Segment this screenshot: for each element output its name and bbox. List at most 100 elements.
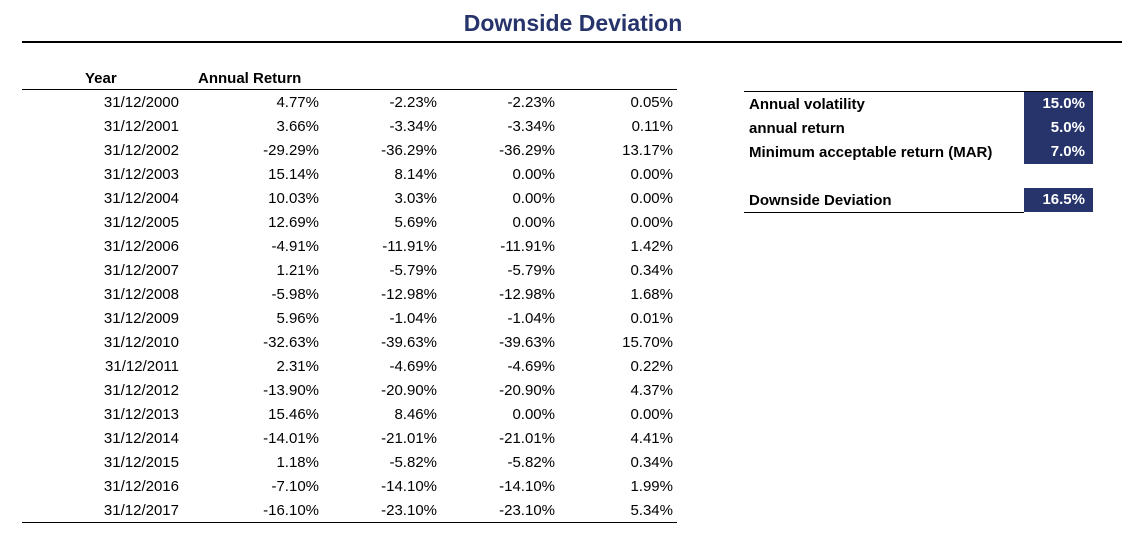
downside-return-cell[interactable]: -5.82%	[507, 454, 555, 471]
date-cell[interactable]: 31/12/2000	[103, 94, 179, 111]
date-cell[interactable]: 31/12/2010	[103, 334, 179, 351]
excess-return-cell[interactable]: -5.82%	[389, 454, 437, 471]
annual-return-cell[interactable]: -16.10%	[263, 502, 319, 519]
excess-return-cell[interactable]: -39.63%	[381, 334, 437, 351]
date-cell[interactable]: 31/12/2009	[103, 310, 179, 327]
date-cell[interactable]: 31/12/2002	[103, 142, 179, 159]
excess-return-cell[interactable]: -23.10%	[381, 502, 437, 519]
table-row: 31/12/2000 4.77% -2.23% -2.23% 0.05%	[22, 90, 677, 114]
annual-return-cell[interactable]: 5.96%	[276, 310, 319, 327]
annual-return-value[interactable]: 5.0%	[1024, 116, 1093, 140]
mar-label: Minimum acceptable return (MAR)	[749, 144, 993, 161]
date-cell[interactable]: 31/12/2007	[103, 262, 179, 279]
squared-downside-cell[interactable]: 0.11%	[631, 118, 673, 135]
date-cell[interactable]: 31/12/2012	[103, 382, 179, 399]
annual-return-cell[interactable]: 1.21%	[276, 262, 319, 279]
downside-return-cell[interactable]: -11.91%	[500, 238, 555, 255]
squared-downside-cell[interactable]: 4.41%	[630, 430, 673, 447]
squared-downside-cell[interactable]: 13.17%	[622, 142, 673, 159]
excess-return-cell[interactable]: -14.10%	[381, 478, 437, 495]
squared-downside-cell[interactable]: 1.68%	[630, 286, 673, 303]
excess-return-cell[interactable]: -20.90%	[381, 382, 437, 399]
annual-return-cell[interactable]: -32.63%	[263, 334, 319, 351]
date-cell[interactable]: 31/12/2008	[103, 286, 179, 303]
squared-downside-cell[interactable]: 0.05%	[630, 94, 673, 111]
downside-return-cell[interactable]: -5.79%	[507, 262, 555, 279]
date-cell[interactable]: 31/12/2011	[105, 358, 179, 375]
annual-return-cell[interactable]: 10.03%	[268, 190, 319, 207]
annual-return-cell[interactable]: -29.29%	[263, 142, 319, 159]
squared-downside-cell[interactable]: 0.01%	[630, 310, 673, 327]
downside-return-cell[interactable]: -2.23%	[507, 94, 555, 111]
excess-return-cell[interactable]: -11.91%	[382, 238, 437, 255]
annual-return-cell[interactable]: 15.46%	[268, 406, 319, 423]
table-row: 31/12/2013 15.46% 8.46% 0.00% 0.00%	[22, 402, 677, 426]
downside-return-cell[interactable]: -4.69%	[507, 358, 555, 375]
date-cell[interactable]: 31/12/2001	[103, 118, 179, 135]
downside-return-cell[interactable]: -21.01%	[499, 430, 555, 447]
date-cell[interactable]: 31/12/2014	[103, 430, 179, 447]
squared-downside-cell[interactable]: 1.42%	[630, 238, 673, 255]
table-row: 31/12/2012 -13.90% -20.90% -20.90% 4.37%	[22, 378, 677, 402]
downside-return-cell[interactable]: 0.00%	[512, 190, 555, 207]
downside-return-cell[interactable]: -20.90%	[499, 382, 555, 399]
annual-return-cell[interactable]: 2.31%	[276, 358, 319, 375]
annual-return-label: annual return	[749, 120, 845, 137]
annual-return-cell[interactable]: 3.66%	[276, 118, 319, 135]
date-cell[interactable]: 31/12/2016	[103, 478, 179, 495]
annual-return-cell[interactable]: -5.98%	[271, 286, 319, 303]
excess-return-cell[interactable]: -3.34%	[389, 118, 437, 135]
downside-return-cell[interactable]: -23.10%	[499, 502, 555, 519]
volatility-value[interactable]: 15.0%	[1024, 92, 1093, 116]
annual-return-cell[interactable]: -14.01%	[263, 430, 319, 447]
annual-return-cell[interactable]: 1.18%	[276, 454, 319, 471]
annual-return-cell[interactable]: 15.14%	[268, 166, 319, 183]
table-row: 31/12/2008 -5.98% -12.98% -12.98% 1.68%	[22, 282, 677, 306]
downside-return-cell[interactable]: -36.29%	[499, 142, 555, 159]
downside-return-cell[interactable]: -3.34%	[507, 118, 555, 135]
excess-return-cell[interactable]: 8.14%	[394, 166, 437, 183]
squared-downside-cell[interactable]: 0.00%	[630, 406, 673, 423]
date-cell[interactable]: 31/12/2015	[103, 454, 179, 471]
squared-downside-cell[interactable]: 0.34%	[630, 262, 673, 279]
squared-downside-cell[interactable]: 1.99%	[630, 478, 673, 495]
downside-return-cell[interactable]: 0.00%	[512, 166, 555, 183]
downside-return-cell[interactable]: -12.98%	[499, 286, 555, 303]
downside-return-cell[interactable]: 0.00%	[512, 214, 555, 231]
squared-downside-cell[interactable]: 0.00%	[630, 190, 673, 207]
squared-downside-cell[interactable]: 0.22%	[630, 358, 673, 375]
excess-return-cell[interactable]: -5.79%	[389, 262, 437, 279]
excess-return-cell[interactable]: -4.69%	[389, 358, 437, 375]
annual-return-cell[interactable]: -13.90%	[263, 382, 319, 399]
excess-return-cell[interactable]: 3.03%	[394, 190, 437, 207]
date-cell[interactable]: 31/12/2013	[103, 406, 179, 423]
squared-downside-cell[interactable]: 0.00%	[630, 214, 673, 231]
downside-return-cell[interactable]: -1.04%	[507, 310, 555, 327]
annual-return-cell[interactable]: -4.91%	[271, 238, 319, 255]
annual-return-cell[interactable]: 4.77%	[276, 94, 319, 111]
date-cell[interactable]: 31/12/2004	[103, 190, 179, 207]
squared-downside-cell[interactable]: 0.00%	[630, 166, 673, 183]
date-cell[interactable]: 31/12/2017	[103, 502, 179, 519]
excess-return-cell[interactable]: -36.29%	[381, 142, 437, 159]
excess-return-cell[interactable]: 8.46%	[394, 406, 437, 423]
mar-value[interactable]: 7.0%	[1024, 140, 1093, 164]
excess-return-cell[interactable]: 5.69%	[394, 214, 437, 231]
downside-deviation-value[interactable]: 16.5%	[1024, 188, 1093, 212]
date-cell[interactable]: 31/12/2006	[103, 238, 179, 255]
excess-return-cell[interactable]: -21.01%	[381, 430, 437, 447]
squared-downside-cell[interactable]: 15.70%	[622, 334, 673, 351]
excess-return-cell[interactable]: -2.23%	[389, 94, 437, 111]
date-cell[interactable]: 31/12/2005	[103, 214, 179, 231]
downside-return-cell[interactable]: -14.10%	[499, 478, 555, 495]
squared-downside-cell[interactable]: 4.37%	[630, 382, 673, 399]
squared-downside-cell[interactable]: 5.34%	[630, 502, 673, 519]
downside-return-cell[interactable]: -39.63%	[499, 334, 555, 351]
squared-downside-cell[interactable]: 0.34%	[630, 454, 673, 471]
excess-return-cell[interactable]: -12.98%	[381, 286, 437, 303]
downside-return-cell[interactable]: 0.00%	[512, 406, 555, 423]
annual-return-cell[interactable]: 12.69%	[268, 214, 319, 231]
excess-return-cell[interactable]: -1.04%	[389, 310, 437, 327]
annual-return-cell[interactable]: -7.10%	[271, 478, 319, 495]
date-cell[interactable]: 31/12/2003	[103, 166, 179, 183]
